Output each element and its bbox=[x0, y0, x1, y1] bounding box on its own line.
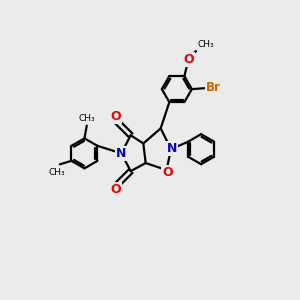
Text: O: O bbox=[162, 166, 173, 179]
Text: O: O bbox=[110, 110, 121, 123]
Text: O: O bbox=[110, 183, 121, 196]
Text: CH₃: CH₃ bbox=[49, 168, 65, 177]
Text: O: O bbox=[183, 53, 194, 66]
Text: Br: Br bbox=[206, 82, 220, 94]
Text: N: N bbox=[116, 147, 127, 160]
Text: N: N bbox=[167, 142, 177, 154]
Text: CH₃: CH₃ bbox=[78, 114, 95, 123]
Text: CH₃: CH₃ bbox=[197, 40, 214, 49]
